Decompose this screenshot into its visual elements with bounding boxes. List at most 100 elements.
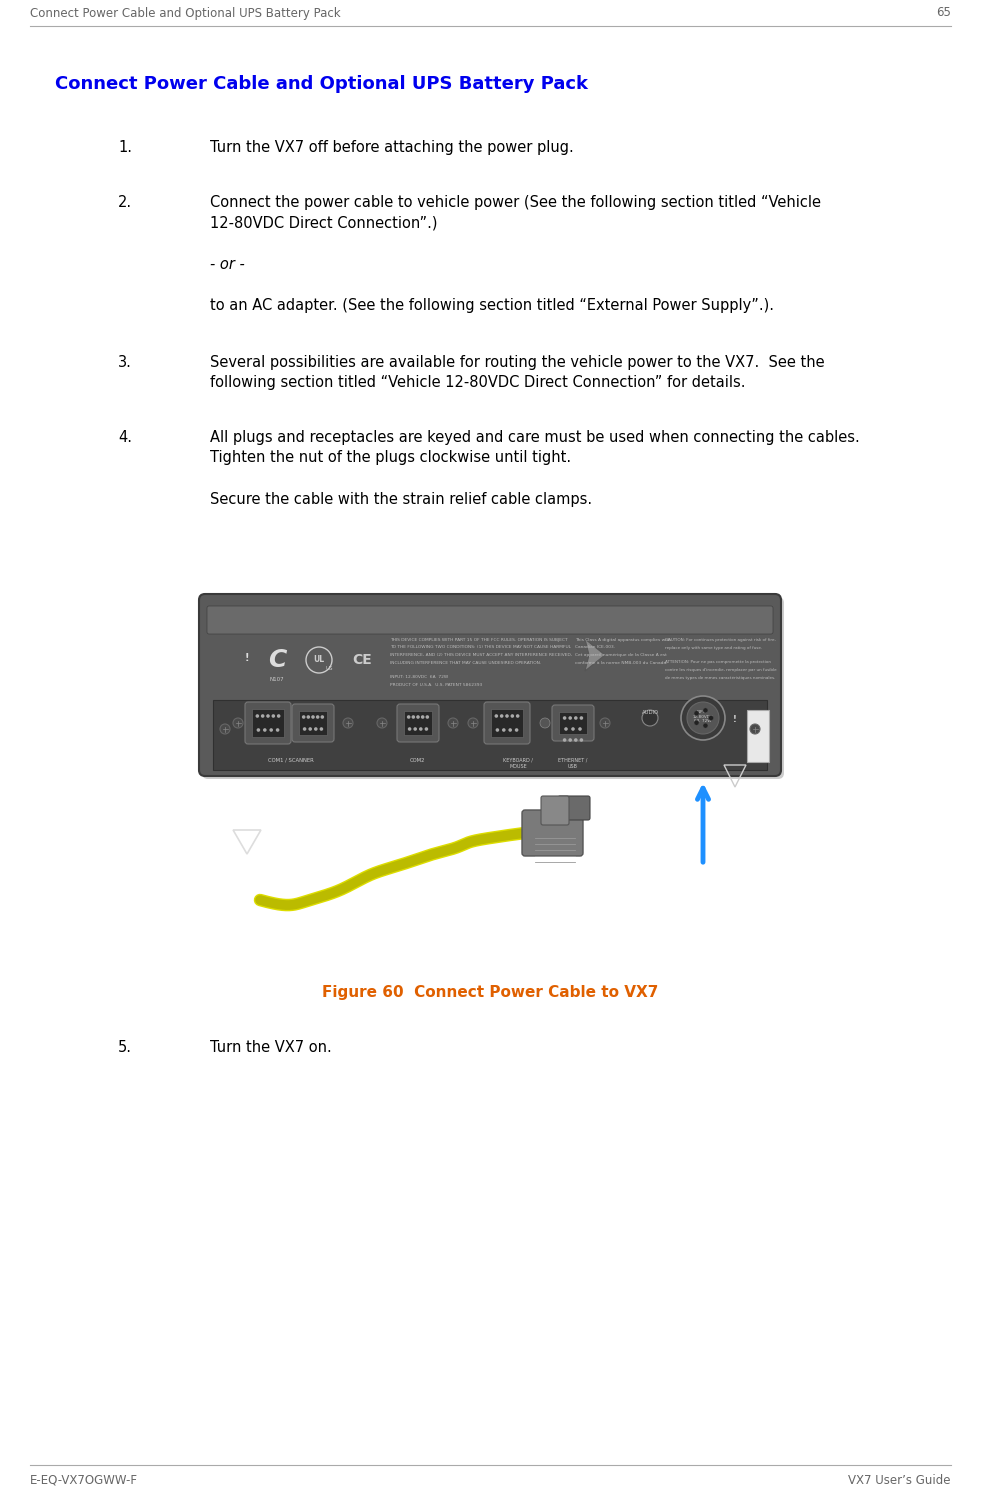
Text: to an AC adapter. (See the following section titled “External Power Supply”.).: to an AC adapter. (See the following sec… bbox=[210, 299, 774, 314]
Text: N107: N107 bbox=[270, 676, 284, 682]
Circle shape bbox=[516, 714, 520, 718]
Circle shape bbox=[266, 714, 270, 718]
Text: TO THE FOLLOWING TWO CONDITIONS: (1) THIS DEVICE MAY NOT CAUSE HARMFUL: TO THE FOLLOWING TWO CONDITIONS: (1) THI… bbox=[390, 645, 571, 649]
Text: 2.: 2. bbox=[118, 196, 132, 211]
Text: Cet appareil numérique de la Classe A est: Cet appareil numérique de la Classe A es… bbox=[575, 652, 667, 657]
Circle shape bbox=[316, 715, 320, 718]
Circle shape bbox=[377, 718, 387, 729]
Text: Tighten the nut of the plugs clockwise until tight.: Tighten the nut of the plugs clockwise u… bbox=[210, 449, 571, 464]
Circle shape bbox=[320, 727, 323, 730]
Circle shape bbox=[426, 715, 429, 718]
FancyBboxPatch shape bbox=[522, 811, 583, 855]
FancyBboxPatch shape bbox=[552, 705, 594, 741]
Circle shape bbox=[425, 727, 428, 730]
Circle shape bbox=[642, 711, 658, 726]
Text: 65: 65 bbox=[936, 6, 951, 19]
Text: 5.: 5. bbox=[118, 1041, 132, 1056]
Text: KEYBOARD /
MOUSE: KEYBOARD / MOUSE bbox=[503, 758, 533, 769]
Polygon shape bbox=[585, 639, 605, 670]
Circle shape bbox=[571, 727, 575, 730]
Text: THIS DEVICE COMPLIES WITH PART 15 OF THE FCC RULES. OPERATION IS SUBJECT: THIS DEVICE COMPLIES WITH PART 15 OF THE… bbox=[390, 638, 568, 642]
Text: COM2: COM2 bbox=[410, 758, 426, 763]
Text: - or -: - or - bbox=[210, 257, 244, 272]
Text: replace only with same type and rating of fuse.: replace only with same type and rating o… bbox=[665, 645, 762, 649]
Text: 3.: 3. bbox=[118, 355, 131, 370]
Text: PRODUCT OF U.S.A.  U.S. PATENT 5862393: PRODUCT OF U.S.A. U.S. PATENT 5862393 bbox=[390, 682, 483, 687]
FancyBboxPatch shape bbox=[202, 597, 784, 779]
Text: Turn the VX7 on.: Turn the VX7 on. bbox=[210, 1041, 332, 1056]
Circle shape bbox=[468, 718, 478, 729]
Circle shape bbox=[568, 738, 572, 742]
Text: Turn the VX7 off before attaching the power plug.: Turn the VX7 off before attaching the po… bbox=[210, 140, 574, 155]
Circle shape bbox=[421, 715, 425, 718]
Circle shape bbox=[515, 729, 518, 732]
Text: CE: CE bbox=[352, 652, 372, 667]
Circle shape bbox=[270, 729, 273, 732]
Circle shape bbox=[580, 738, 583, 742]
Text: Secure the cable with the strain relief cable clamps.: Secure the cable with the strain relief … bbox=[210, 493, 593, 508]
Circle shape bbox=[540, 718, 550, 729]
Text: 1.: 1. bbox=[118, 140, 132, 155]
Circle shape bbox=[563, 738, 566, 742]
Text: UL: UL bbox=[314, 654, 325, 663]
Text: conforme à la norme NMB-003 du Canada.: conforme à la norme NMB-003 du Canada. bbox=[575, 660, 667, 664]
Circle shape bbox=[500, 714, 503, 718]
Text: following section titled “Vehicle 12-80VDC Direct Connection” for details.: following section titled “Vehicle 12-80V… bbox=[210, 375, 746, 390]
Text: C: C bbox=[268, 648, 286, 672]
Circle shape bbox=[419, 727, 423, 730]
FancyBboxPatch shape bbox=[397, 705, 439, 742]
FancyBboxPatch shape bbox=[252, 709, 284, 738]
FancyBboxPatch shape bbox=[541, 796, 569, 826]
Text: de mmes types de mmes caractéristiques nominales.: de mmes types de mmes caractéristiques n… bbox=[665, 675, 775, 679]
Text: Figure 60  Connect Power Cable to VX7: Figure 60 Connect Power Cable to VX7 bbox=[322, 985, 658, 1000]
Circle shape bbox=[505, 714, 509, 718]
Circle shape bbox=[574, 717, 578, 720]
Text: E-EQ-VX7OGWW-F: E-EQ-VX7OGWW-F bbox=[30, 1474, 138, 1487]
FancyBboxPatch shape bbox=[558, 796, 590, 820]
Text: Connect the power cable to vehicle power (See the following section titled “Vehi: Connect the power cable to vehicle power… bbox=[210, 196, 821, 211]
Circle shape bbox=[261, 714, 265, 718]
Text: Connect Power Cable and Optional UPS Battery Pack: Connect Power Cable and Optional UPS Bat… bbox=[55, 75, 588, 93]
FancyBboxPatch shape bbox=[292, 705, 334, 742]
Circle shape bbox=[750, 724, 760, 735]
Text: This Class A digital apparatus complies with: This Class A digital apparatus complies … bbox=[575, 638, 671, 642]
Circle shape bbox=[502, 729, 505, 732]
FancyBboxPatch shape bbox=[199, 594, 781, 776]
Text: INTERFERENCE, AND (2) THIS DEVICE MUST ACCEPT ANY INTERFERENCE RECEIVED,: INTERFERENCE, AND (2) THIS DEVICE MUST A… bbox=[390, 652, 572, 657]
Bar bbox=[747, 711, 769, 761]
Text: INPUT
12-80VDC
6A  72W: INPUT 12-80VDC 6A 72W bbox=[693, 711, 713, 723]
Circle shape bbox=[311, 715, 315, 718]
FancyBboxPatch shape bbox=[559, 712, 587, 735]
Circle shape bbox=[257, 729, 260, 732]
Circle shape bbox=[233, 718, 243, 729]
FancyBboxPatch shape bbox=[404, 711, 432, 735]
Circle shape bbox=[448, 718, 458, 729]
Circle shape bbox=[413, 727, 417, 730]
Circle shape bbox=[308, 727, 312, 730]
FancyBboxPatch shape bbox=[245, 702, 291, 744]
Text: !: ! bbox=[244, 652, 249, 663]
Circle shape bbox=[408, 727, 411, 730]
Text: ETHERNET /
USB: ETHERNET / USB bbox=[558, 758, 588, 769]
Circle shape bbox=[314, 727, 318, 730]
Circle shape bbox=[508, 729, 512, 732]
Text: CAUTION: For continues protection against risk of fire,: CAUTION: For continues protection agains… bbox=[665, 638, 776, 642]
Circle shape bbox=[687, 702, 719, 735]
Circle shape bbox=[220, 724, 230, 735]
Circle shape bbox=[495, 729, 499, 732]
Text: INCLUDING INTERFERENCE THAT MAY CAUSE UNDESIRED OPERATION.: INCLUDING INTERFERENCE THAT MAY CAUSE UN… bbox=[390, 660, 542, 664]
Text: Several possibilities are available for routing the vehicle power to the VX7.  S: Several possibilities are available for … bbox=[210, 355, 825, 370]
Text: contre les risques d'incendie, remplacer par un fusible: contre les risques d'incendie, remplacer… bbox=[665, 667, 777, 672]
Circle shape bbox=[263, 729, 267, 732]
Text: US: US bbox=[326, 666, 333, 670]
Circle shape bbox=[510, 714, 514, 718]
Circle shape bbox=[407, 715, 410, 718]
Text: INPUT: 12-80VDC  6A  72W: INPUT: 12-80VDC 6A 72W bbox=[390, 675, 448, 679]
Bar bbox=[213, 700, 767, 770]
Circle shape bbox=[302, 715, 305, 718]
Circle shape bbox=[272, 714, 275, 718]
Circle shape bbox=[303, 727, 306, 730]
Circle shape bbox=[494, 714, 498, 718]
Text: VX7 User’s Guide: VX7 User’s Guide bbox=[849, 1474, 951, 1487]
Circle shape bbox=[703, 708, 708, 712]
